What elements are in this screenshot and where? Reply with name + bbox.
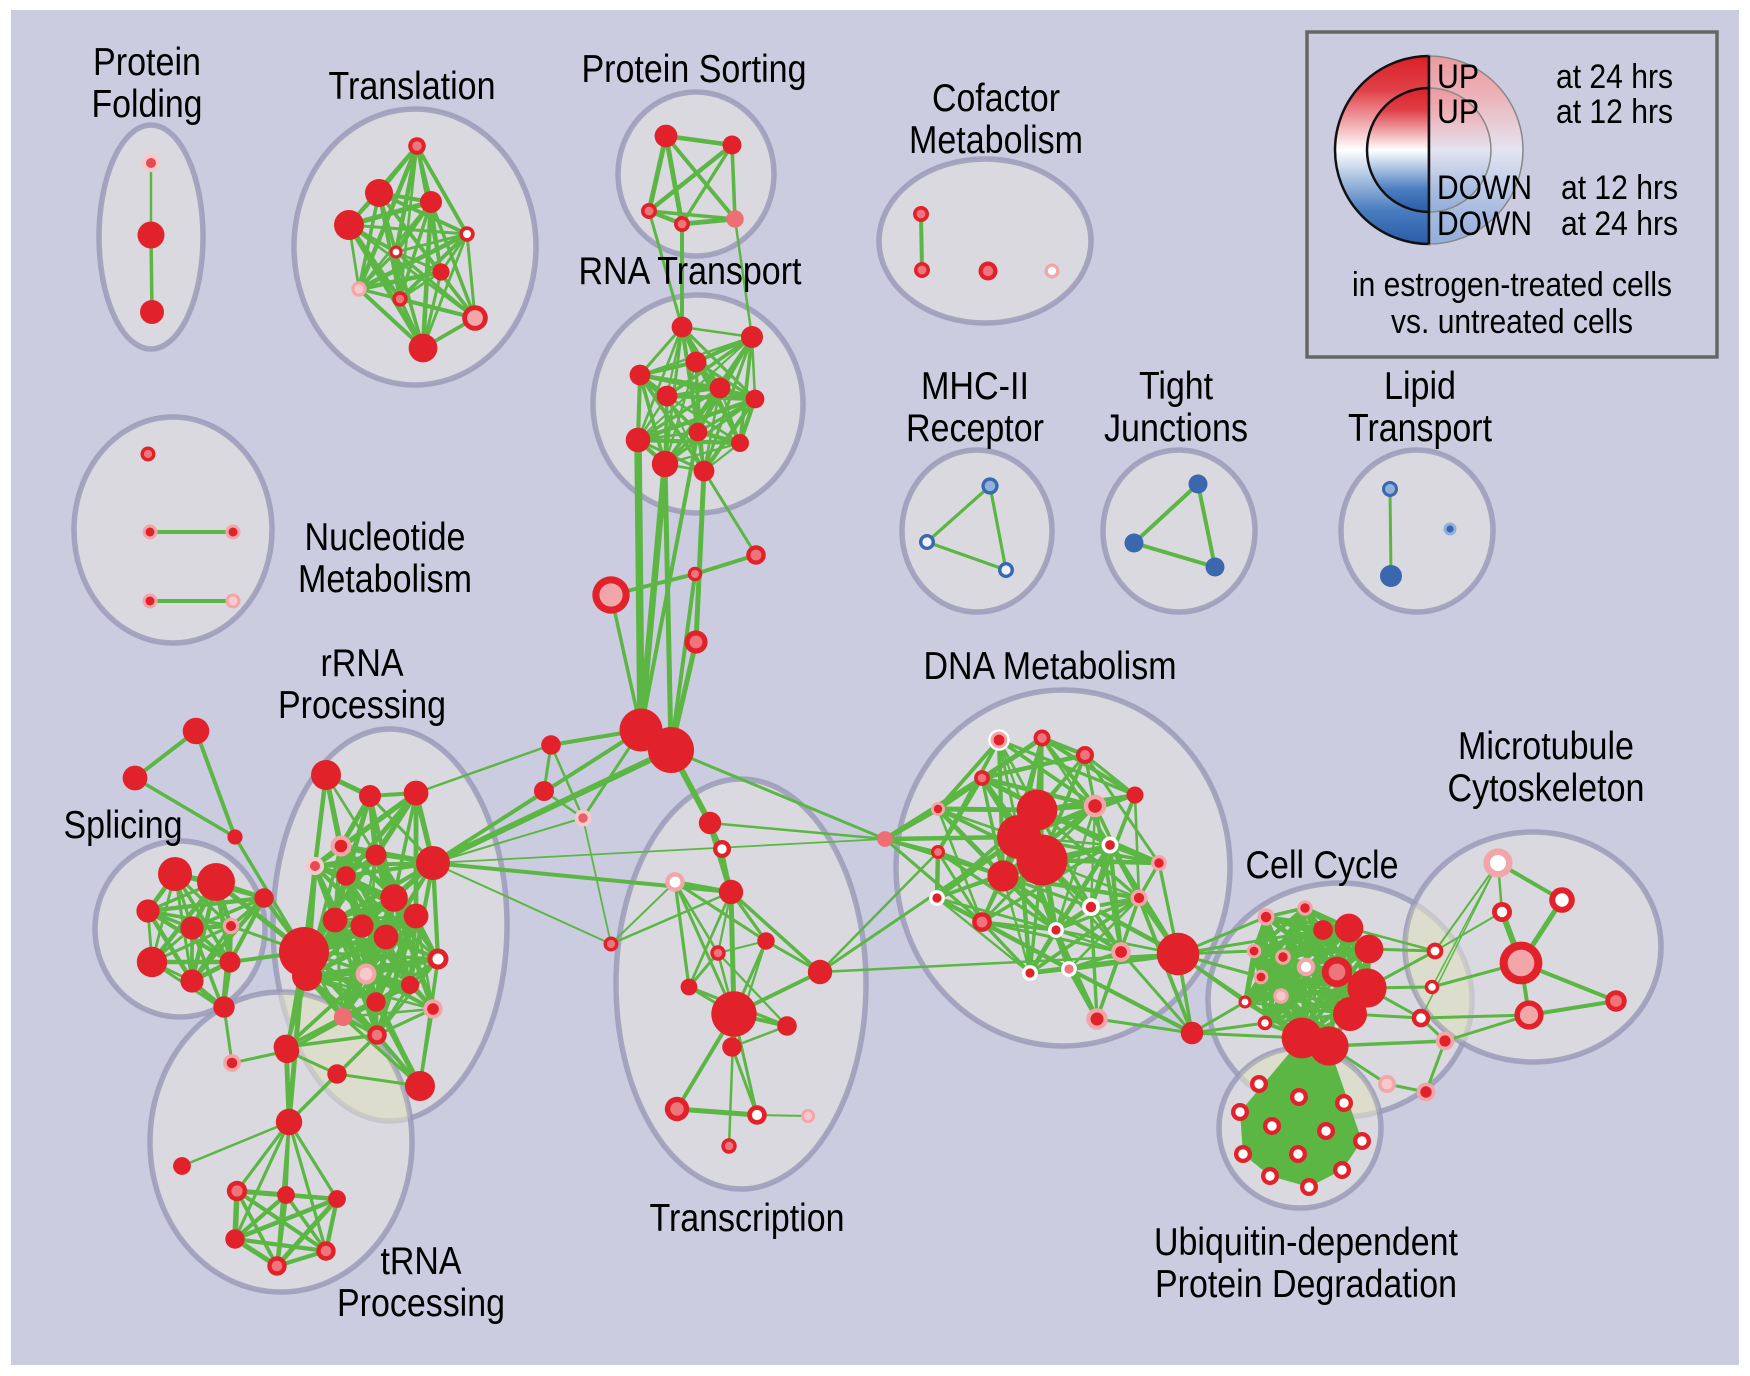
svg-text:Tight: Tight [1139,365,1213,408]
svg-text:DNA Metabolism: DNA Metabolism [924,645,1177,688]
svg-text:tRNA: tRNA [381,1240,462,1283]
svg-text:Nucleotide: Nucleotide [305,516,466,559]
svg-text:DOWN: DOWN [1437,169,1532,207]
svg-text:DOWN: DOWN [1437,205,1532,243]
svg-text:Splicing: Splicing [64,804,183,847]
svg-text:Folding: Folding [92,83,203,126]
svg-text:at 24 hrs: at 24 hrs [1556,58,1673,96]
svg-text:Receptor: Receptor [906,407,1044,450]
svg-text:at 12 hrs: at 12 hrs [1556,93,1673,131]
svg-text:Metabolism: Metabolism [909,119,1083,162]
svg-text:UP: UP [1437,58,1479,96]
svg-text:Transcription: Transcription [650,1197,845,1240]
svg-text:Cytoskeleton: Cytoskeleton [1448,767,1645,810]
svg-text:Protein Sorting: Protein Sorting [582,48,807,91]
svg-text:Translation: Translation [329,65,496,108]
svg-text:RNA Transport: RNA Transport [579,250,802,293]
svg-text:at 12 hrs: at 12 hrs [1561,169,1678,207]
svg-text:Transport: Transport [1348,407,1492,450]
svg-text:in estrogen-treated cells: in estrogen-treated cells [1352,266,1672,304]
svg-text:Microtubule: Microtubule [1458,725,1634,768]
svg-text:Metabolism: Metabolism [298,558,472,601]
svg-text:UP: UP [1437,93,1479,131]
svg-text:at 24 hrs: at 24 hrs [1561,205,1678,243]
svg-text:Junctions: Junctions [1104,407,1248,450]
svg-text:vs. untreated cells: vs. untreated cells [1391,303,1633,341]
svg-text:Processing: Processing [337,1282,505,1325]
svg-text:rRNA: rRNA [321,642,404,685]
svg-text:Protein: Protein [93,41,201,84]
svg-text:Lipid: Lipid [1384,365,1456,408]
svg-text:Protein Degradation: Protein Degradation [1155,1263,1457,1306]
svg-text:Cell Cycle: Cell Cycle [1246,844,1399,887]
svg-text:Ubiquitin-dependent: Ubiquitin-dependent [1154,1221,1458,1264]
svg-text:Processing: Processing [278,684,446,727]
svg-text:Cofactor: Cofactor [932,77,1060,120]
svg-text:MHC-II: MHC-II [921,365,1029,408]
